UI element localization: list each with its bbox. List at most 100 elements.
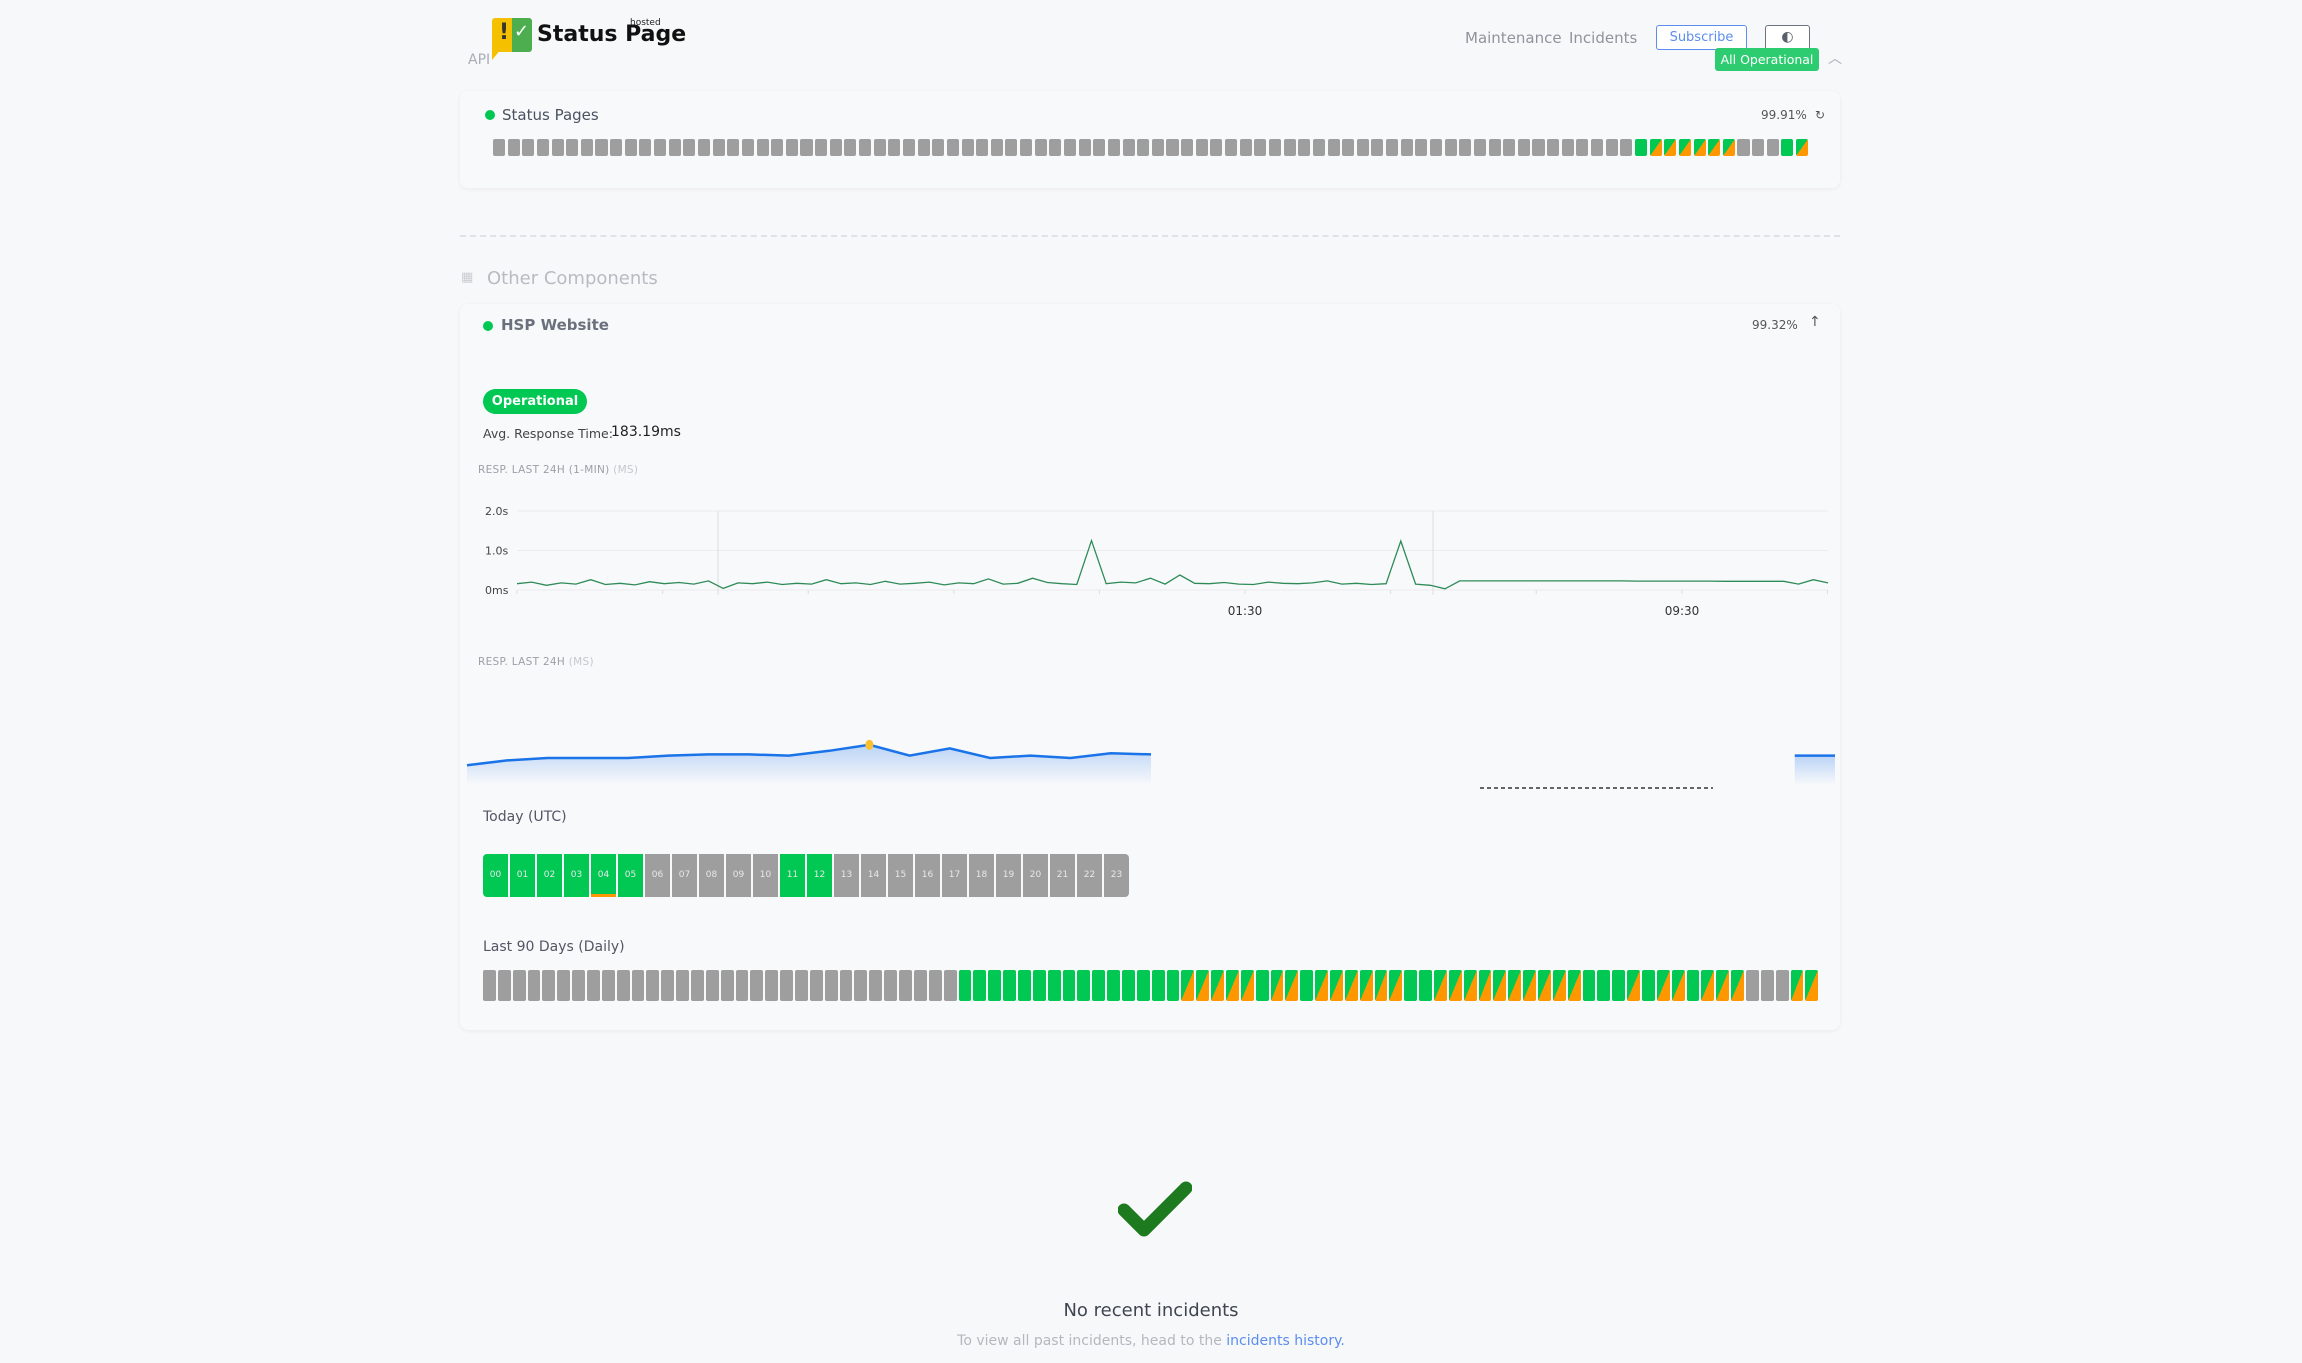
day-bar[interactable] [683,139,696,156]
day-bar[interactable] [988,970,1002,1001]
day-bar[interactable] [1151,970,1165,1001]
day-bar[interactable] [1605,139,1618,156]
component-name[interactable]: Status Pages [502,106,599,124]
day-bar[interactable] [1255,970,1269,1001]
day-bar[interactable] [1805,970,1819,1001]
day-bar[interactable] [1329,970,1343,1001]
day-bar[interactable] [1567,970,1581,1001]
day-bar[interactable] [536,139,549,156]
collapse-arrow-icon[interactable]: ↑ [1809,314,1821,330]
day-bar[interactable] [1473,139,1486,156]
nav-maintenance[interactable]: Maintenance [1465,29,1562,47]
day-bar[interactable] [1404,970,1418,1001]
day-bar[interactable] [595,139,608,156]
hour-bar[interactable]: 22 [1077,854,1102,897]
api-link[interactable]: API [468,52,491,68]
day-bar[interactable] [1561,139,1574,156]
day-bar[interactable] [1240,970,1254,1001]
day-bar[interactable] [1298,139,1311,156]
chevron-up-icon[interactable]: ︿ [1828,51,1842,67]
response-time-chart[interactable]: 0ms 1.0s 2.0s 01:30 09:30 [460,490,1840,625]
day-bar[interactable] [1342,139,1355,156]
day-bar[interactable] [654,139,667,156]
day-bar[interactable] [1374,970,1388,1001]
day-bar[interactable] [1419,970,1432,1001]
day-bar[interactable] [1701,970,1715,1001]
day-bar[interactable] [676,970,690,1001]
day-bar[interactable] [1796,139,1809,156]
day-bar[interactable] [1591,139,1604,156]
day-bar[interactable] [1210,139,1223,156]
day-bar[interactable] [1270,970,1284,1001]
day-bar[interactable] [958,970,972,1001]
day-bar[interactable] [809,970,823,1001]
day-bar[interactable] [1444,139,1457,156]
day-bar[interactable] [1063,139,1077,156]
day-bar[interactable] [899,970,912,1001]
day-bar[interactable] [1400,139,1413,156]
day-bar[interactable] [1582,970,1596,1001]
day-bar[interactable] [1478,970,1492,1001]
day-bar[interactable] [1195,139,1208,156]
day-bar[interactable] [705,970,719,1001]
day-bar[interactable] [1285,970,1299,1001]
day-bar[interactable] [1532,139,1545,156]
day-bar[interactable] [928,970,942,1001]
day-bar[interactable] [493,139,506,156]
day-bar[interactable] [844,139,857,156]
day-bar[interactable] [1746,970,1759,1001]
response-area-chart[interactable] [460,700,1840,800]
subscribe-button[interactable]: Subscribe [1656,25,1747,50]
day-bar[interactable] [1716,970,1730,1001]
day-bar[interactable] [976,139,989,156]
day-bar[interactable] [884,970,898,1001]
day-bar[interactable] [712,139,725,156]
day-bar[interactable] [1620,139,1633,156]
day-bar[interactable] [1092,970,1106,1001]
day-bar[interactable] [741,139,754,156]
day-bar[interactable] [610,139,623,156]
day-bar[interactable] [902,139,915,156]
day-bar[interactable] [542,970,556,1001]
day-bar[interactable] [557,970,571,1001]
day-bar[interactable] [727,139,740,156]
hour-bar[interactable]: 02 [537,854,562,897]
day-bar[interactable] [1389,970,1403,1001]
day-bar[interactable] [990,139,1003,156]
day-bar[interactable] [1448,970,1462,1001]
day-bar[interactable] [1686,970,1700,1001]
day-bar[interactable] [566,139,579,156]
day-bar[interactable] [1459,139,1472,156]
day-bar[interactable] [639,139,652,156]
day-bar[interactable] [580,139,593,156]
hour-bar[interactable]: 20 [1023,854,1048,897]
day-bar[interactable] [1315,970,1328,1001]
day-bar[interactable] [815,139,828,156]
day-bar[interactable] [1034,139,1047,156]
day-bar[interactable] [1576,139,1589,156]
day-bar[interactable] [1430,139,1443,156]
day-bar[interactable] [1312,139,1325,156]
day-bar[interactable] [1488,139,1501,156]
day-bar[interactable] [873,139,886,156]
hour-bar[interactable]: 23 [1104,854,1129,897]
hour-bar[interactable]: 16 [915,854,940,897]
day-bar[interactable] [1678,139,1691,156]
day-bar[interactable] [1136,970,1150,1001]
day-bar[interactable] [961,139,974,156]
day-bar[interactable] [1005,139,1018,156]
hour-bar[interactable]: 00 [483,854,508,897]
day-bar[interactable] [1693,139,1706,156]
day-bar[interactable] [1166,970,1180,1001]
day-bar[interactable] [512,970,526,1001]
day-bar[interactable] [1612,970,1626,1001]
hour-bar[interactable]: 04 [591,854,616,897]
day-bar[interactable] [1047,970,1061,1001]
day-bar[interactable] [1434,970,1447,1001]
day-bar[interactable] [1121,970,1135,1001]
day-bar[interactable] [1538,970,1551,1001]
day-bar[interactable] [1517,139,1530,156]
day-bar[interactable] [735,970,749,1001]
day-bar[interactable] [780,970,794,1001]
day-bar[interactable] [1760,970,1774,1001]
